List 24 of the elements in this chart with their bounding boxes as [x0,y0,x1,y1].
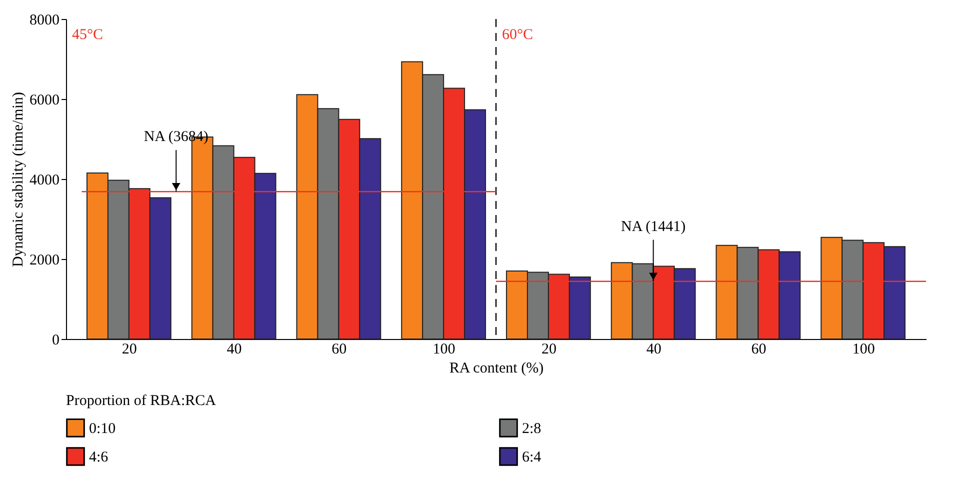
x-tick-label: 60 [751,342,766,358]
y-tick-label: 6000 [30,92,60,108]
annotation: 45°C [72,27,104,43]
x-tick-label: 20 [122,342,137,358]
legend-label: 4:6 [89,450,109,466]
y-axis-title: Dynamic stability (time/min) [10,92,26,267]
y-tick-label: 0 [52,332,60,348]
y-tick-label: 8000 [30,12,60,28]
y-tick-label: 2000 [30,252,60,268]
ref-line-label: NA (3684) [144,129,208,146]
x-tick-label: 20 [541,342,556,358]
x-tick-label: 60 [332,342,347,358]
x-axis-title: RA content (%) [449,360,544,376]
legend-title: Proportion of RBA:RCA [66,393,216,409]
x-tick-label: 40 [226,342,242,358]
legend-label: 0:10 [89,420,116,437]
y-tick-label: 4000 [30,172,60,188]
ref-line-label: NA (1441) [621,218,686,235]
x-tick-label: 100 [432,342,456,358]
annotation: 60°C [502,27,534,43]
legend-label: 2:8 [522,420,542,437]
legend-label: 6:4 [522,450,542,466]
x-tick-label: 40 [646,342,662,358]
x-tick-label: 100 [852,342,875,358]
